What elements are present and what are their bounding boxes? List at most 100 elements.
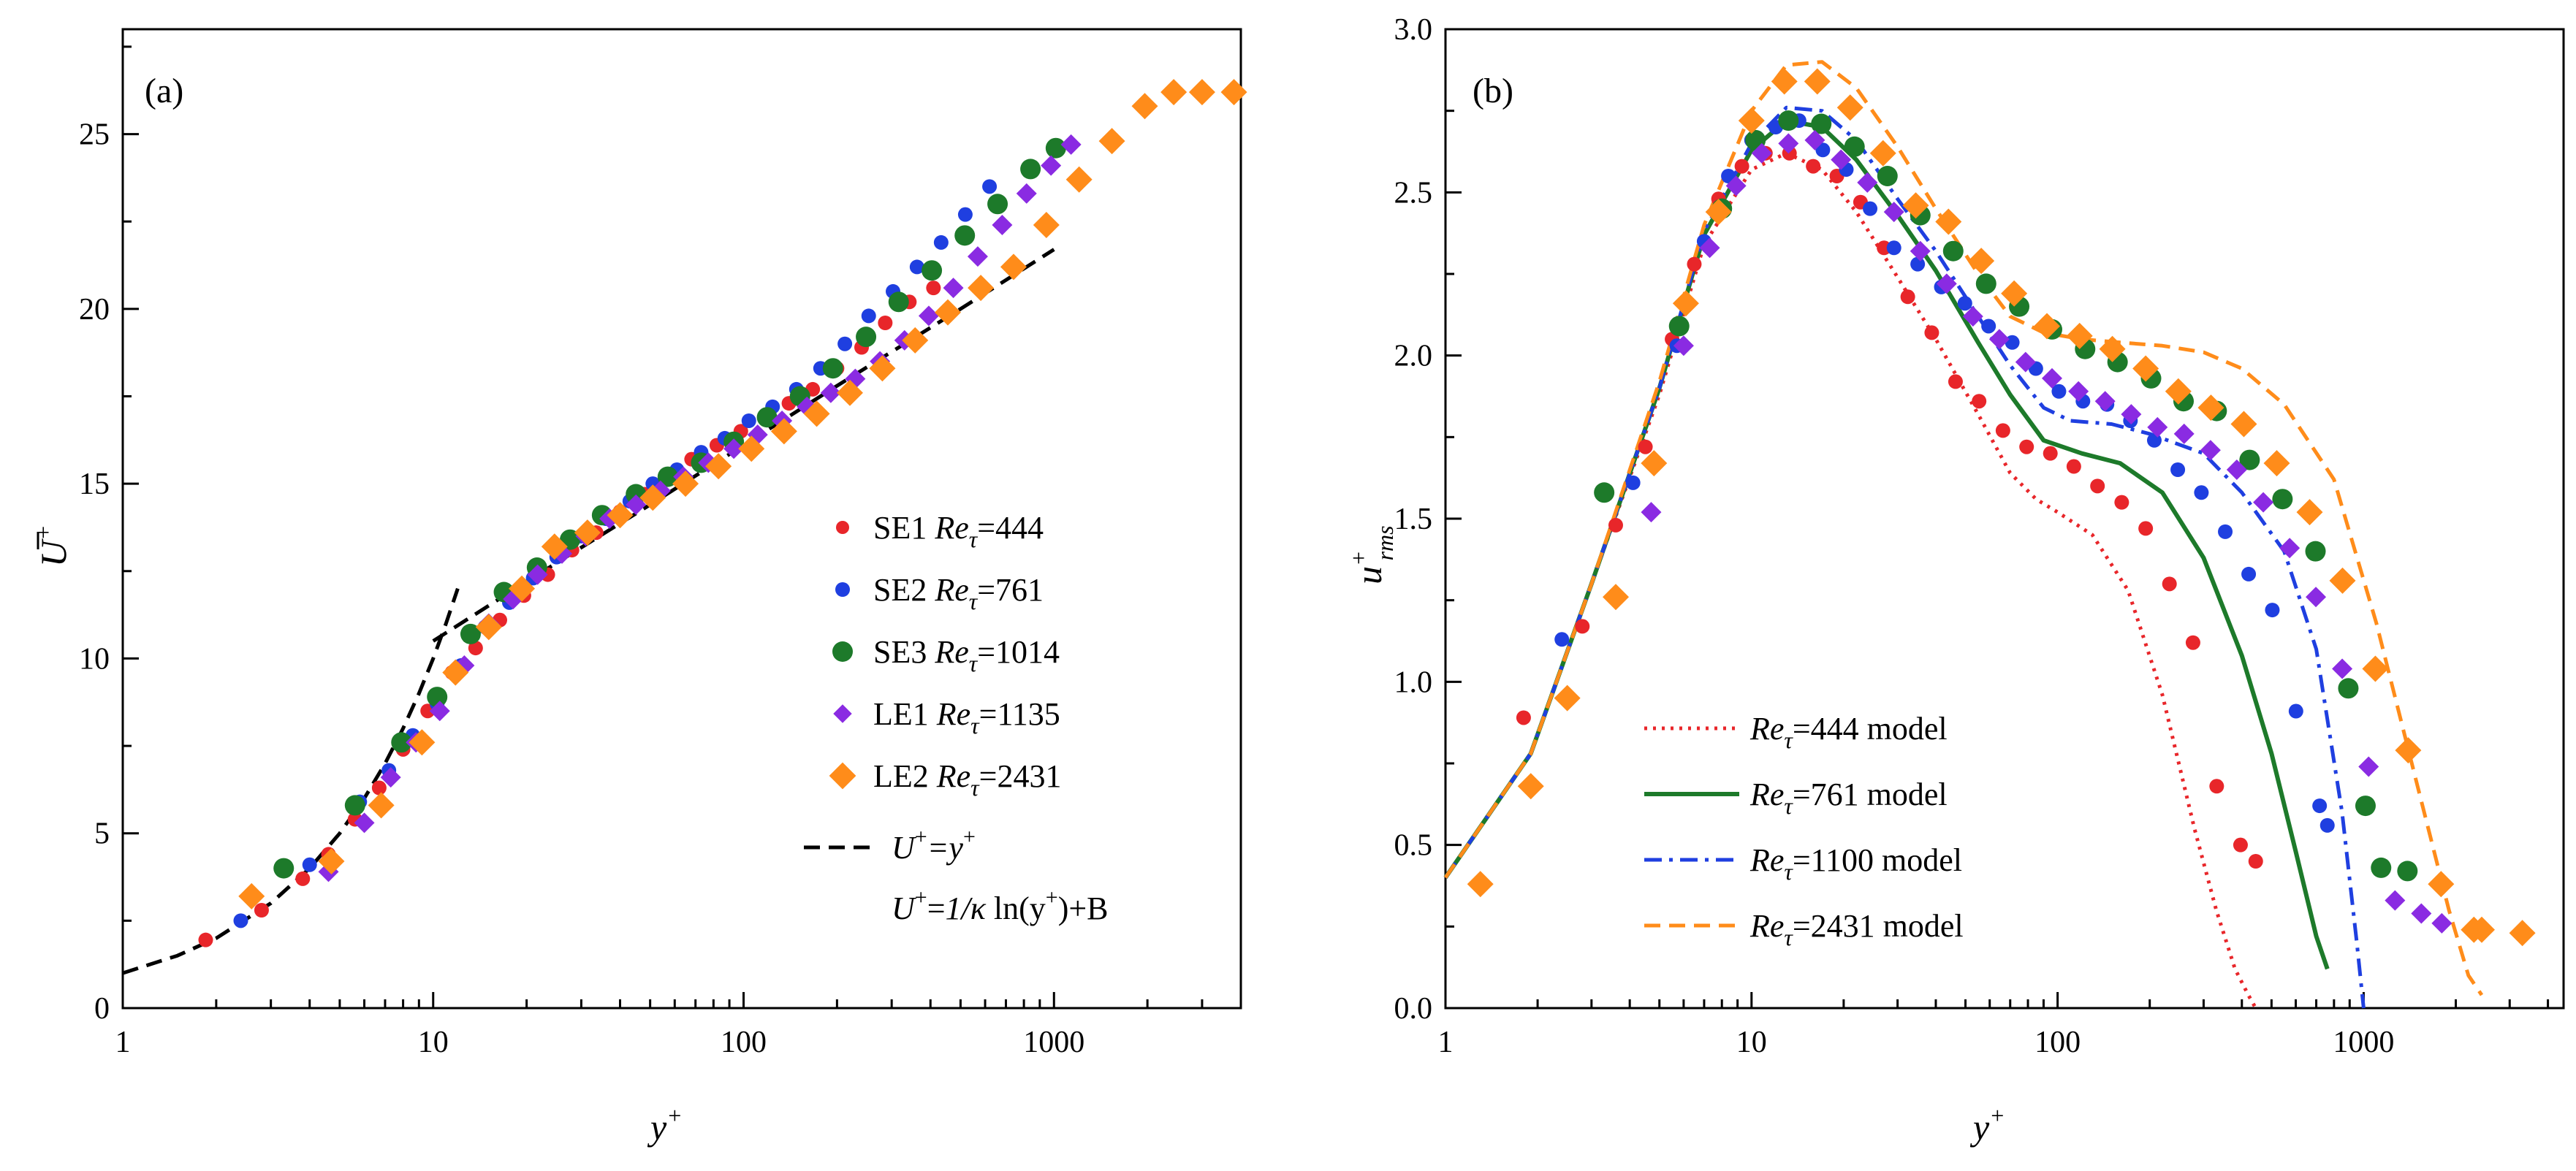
svg-text:Reτ=2431 model: Reτ=2431 model [1749,908,1964,950]
panel-b-point-se1 [1516,710,1531,725]
panel-a-point-le2 [803,400,830,427]
panel-b-point-se1 [2066,459,2081,474]
panel-a-point-le1 [1041,155,1062,176]
svg-text:SE2 Reτ=761: SE2 Reτ=761 [873,572,1044,614]
panel-a-point-le2 [1131,93,1158,120]
panel-b-point-se2 [2288,703,2303,719]
panel-a-point-se3 [756,407,778,428]
panel-b-point-se1 [1948,374,1963,389]
panel-b-point-le2 [1738,107,1765,134]
panel-a-point-se3 [626,484,647,505]
panel-a-point-le2 [1160,79,1188,106]
panel-b-point-le2 [1672,290,1699,317]
legend-a-se2: SE2 Reτ=761 [835,572,1044,614]
panel-b-point-se3 [1594,482,1615,503]
svg-text:SE3 Reτ=1014: SE3 Reτ=1014 [873,634,1060,676]
panel-b-point-le2 [1705,199,1732,226]
panel-a-line-0 [122,587,460,975]
panel-a-point-se3 [391,732,412,753]
panel-b-point-le2 [1902,192,1929,219]
panel-b-point-se3 [1778,110,1799,131]
panel-a-point-le1 [527,564,548,585]
legend-a-se2-marker [835,582,850,597]
panel-a-point-se2 [837,336,853,351]
panel-a-point-le2 [409,729,436,756]
panel-b-ytick-label: 1.0 [1394,665,1433,699]
panel-b-point-le2 [1771,68,1798,95]
panel-b-point-le2 [2428,871,2455,898]
panel-b-point-le1 [2068,381,2089,402]
legend-b-m1100: Reτ=1100 model [1644,842,1962,885]
panel-a-point-se3 [657,466,678,487]
panel-b-point-se1 [1638,439,1653,454]
legend-a-se3-marker [832,641,853,662]
panel-b-point-le1 [1778,133,1799,154]
panel-a-point-se1 [254,903,269,918]
panel-b-point-se3 [2305,541,2326,562]
panel-b-point-le2 [2296,499,2323,526]
panel-a-data-points [198,79,1247,947]
panel-b-data-points [1467,68,2536,947]
panel-b-point-se1 [2043,446,2058,461]
panel-a-point-se1 [198,932,213,947]
panel-b-point-le2 [2099,335,2126,362]
panel-a-point-se3 [460,623,481,644]
panel-a-series-le2 [238,79,1247,909]
panel-b-point-le2 [2197,394,2224,422]
legend-a-le2: LE2 Reτ=2431 [829,758,1061,801]
panel-b-point-le2 [2329,567,2356,594]
svg-text:LE2 Reτ=2431: LE2 Reτ=2431 [873,758,1061,801]
panel-a-ytick-label: 25 [79,118,110,152]
panel-b-point-se3 [1975,273,1996,294]
panel-b-point-le2 [1869,140,1896,167]
panel-b-point-le1 [1910,240,1931,262]
panel-b-point-se3 [2355,796,2376,817]
panel-b-point-se2 [2194,485,2209,500]
panel-b-point-le1 [1641,502,1662,523]
panel-b-point-se2 [2319,817,2335,833]
panel-a-point-le2 [869,355,896,382]
panel-a-point-le2 [705,453,732,480]
panel-a-point-le2 [475,614,502,641]
legend-a-se1: SE1 Reτ=444 [836,510,1044,552]
panel-b-point-le1 [1936,273,1957,294]
panel-b-point-le2 [2263,450,2290,477]
panel-b-line-3 [1443,60,2484,996]
panel-b-point-le1 [2226,459,2247,480]
panel-a-point-se3 [273,858,295,879]
panel-b-point-se3 [1877,166,1898,186]
panel-b-point-le1 [2279,538,2300,559]
panel-a-point-se3 [954,225,976,246]
panel-b-point-se1 [1995,423,2010,438]
panel-a-point-se2 [861,308,876,324]
panel-b-point-le1 [2306,587,2327,608]
panel-a-point-le2 [607,502,634,529]
panel-b-ylabel: u+rms [1345,525,1398,584]
panel-b-point-le2 [2001,280,2028,307]
legend-a-log-law: U+=y+ U+=1/κ ln(y+)+B [804,825,1109,926]
panel-a-point-le1 [820,382,841,403]
panel-b-point-se1 [2090,478,2105,494]
panel-a-point-se1 [295,871,311,886]
panel-b-point-se3 [2371,857,2392,878]
panel-a-point-le1 [723,438,745,459]
panel-a-xtick-label: 1000 [1023,1026,1084,1059]
panel-b-point-se2 [1863,201,1878,216]
panel-b-point-le2 [2468,916,2495,943]
panel-b-point-se3 [1942,240,1964,262]
legend-a-le1-marker [833,704,852,723]
panel-b-point-le2 [2395,737,2422,764]
panel-b-point-le1 [2094,391,2116,412]
panel-a-point-le1 [354,812,375,834]
panel-a: 1 10 100 1000 0 5 10 15 20 25 (a) U+ y+ SE1 Reτ=4… [30,28,1247,1148]
legend-a-se1-marker [836,521,849,534]
panel-a-ylabel: U+ [30,525,74,567]
panel-a-point-se1 [878,316,893,330]
panel-b-point-se1 [2162,576,2177,592]
panel-b-point-le1 [1699,237,1720,259]
panel-b-point-le1 [1962,306,1983,327]
panel-b-point-le2 [2230,411,2257,438]
panel-a-point-le2 [1033,212,1060,238]
legend-b-m2431: Reτ=2431 model [1644,908,1964,950]
panel-b-point-se1 [1900,289,1915,305]
